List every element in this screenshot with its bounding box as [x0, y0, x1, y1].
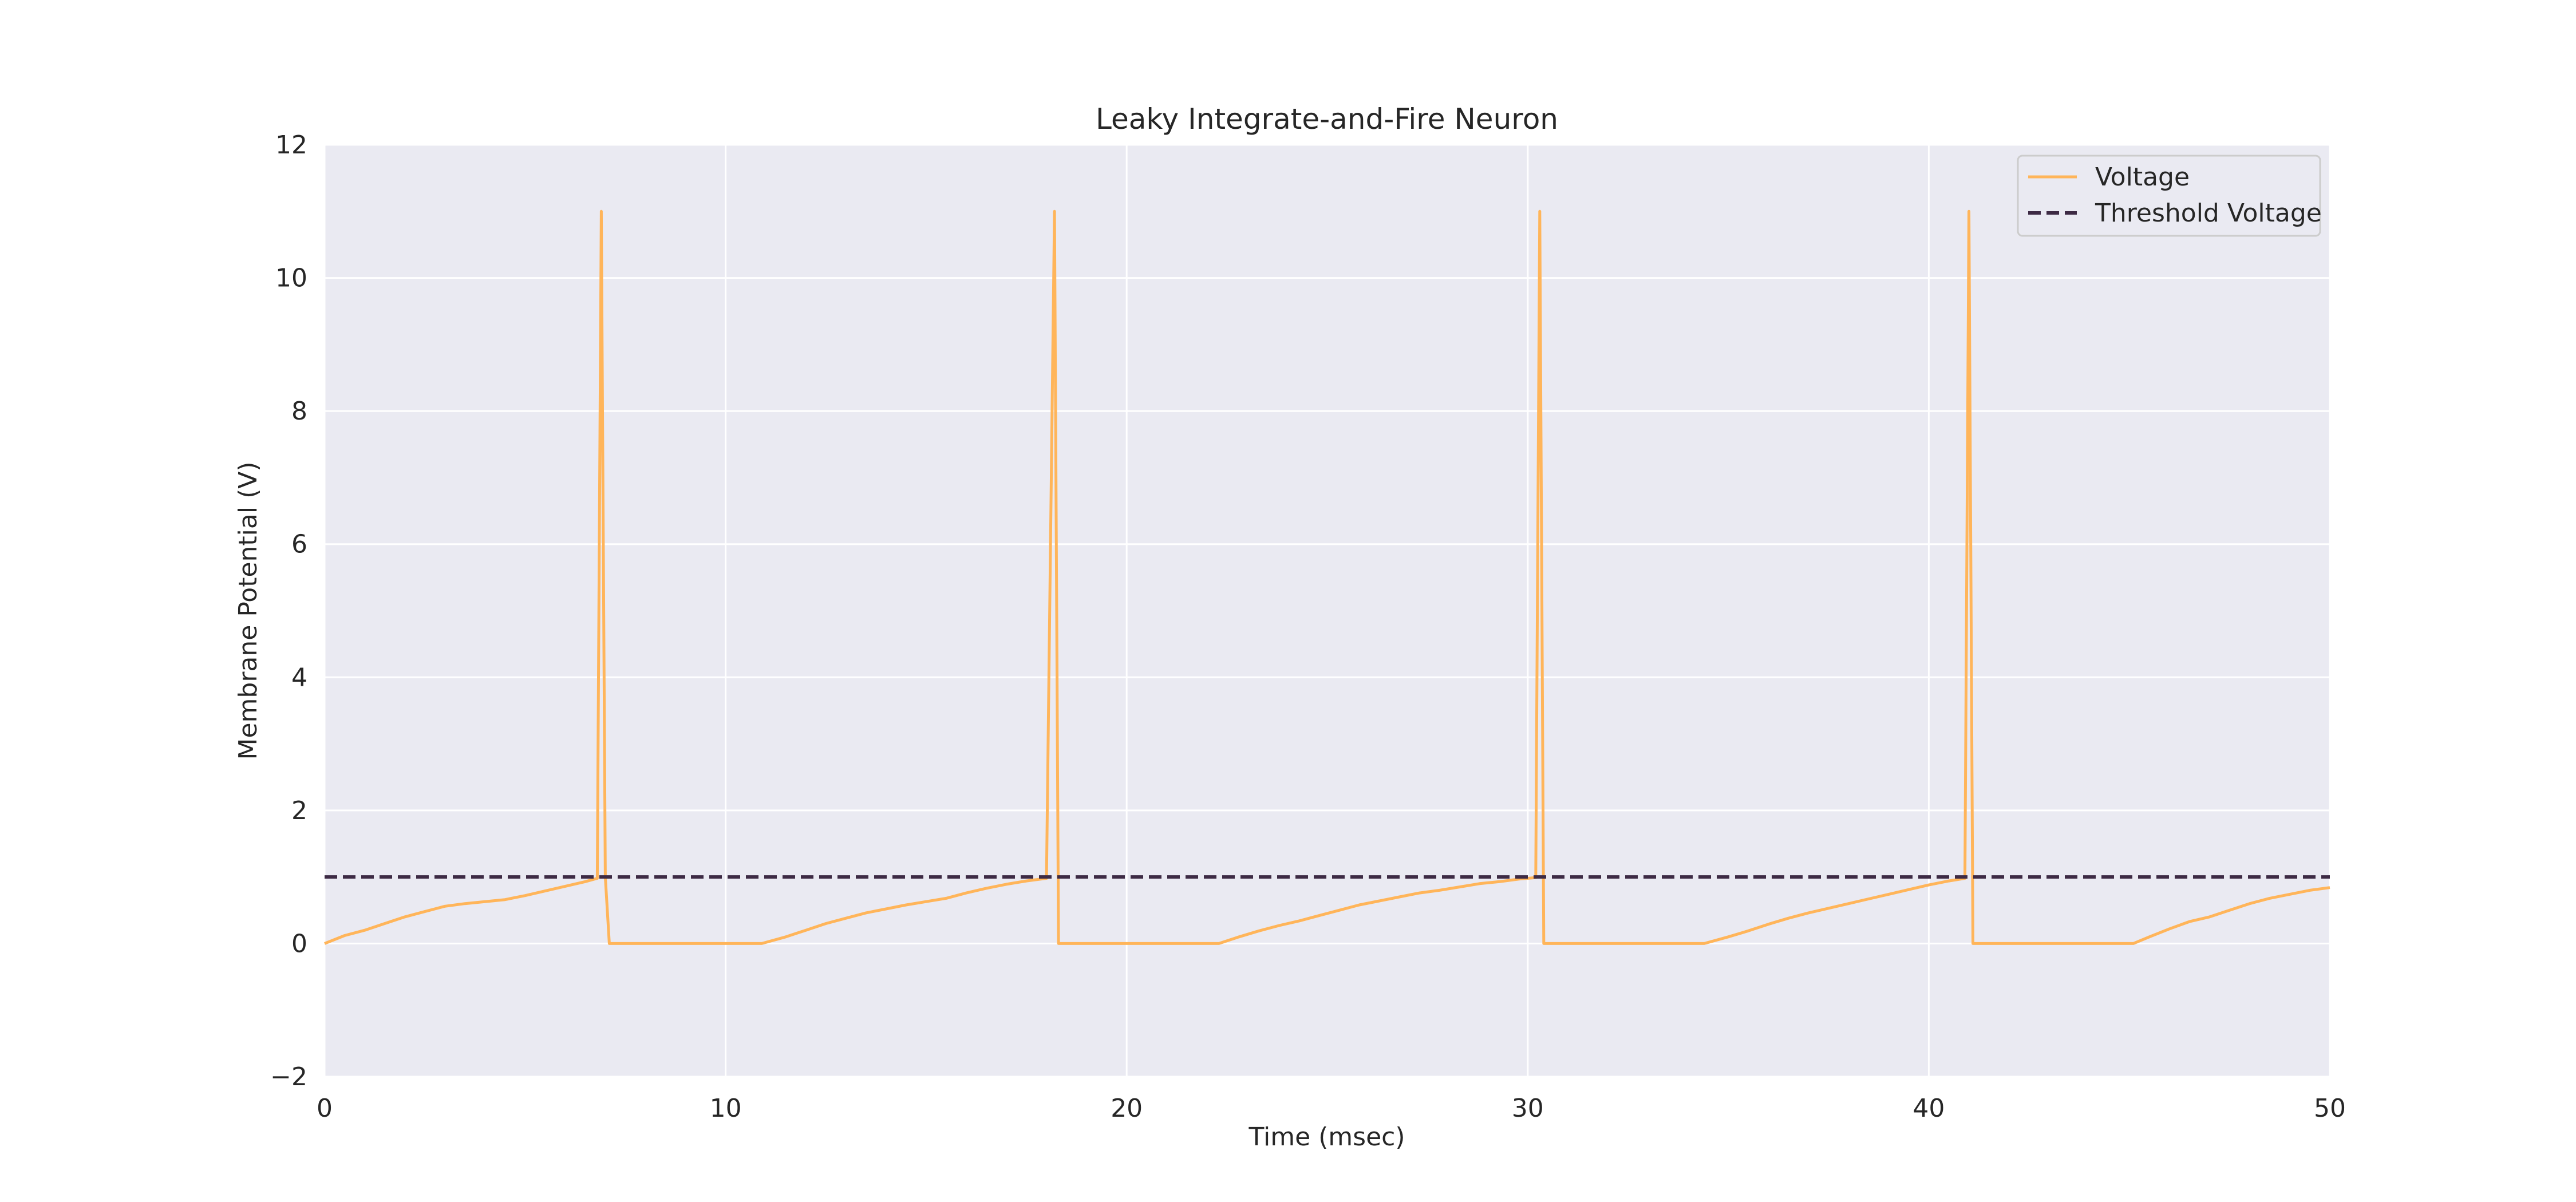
legend-box: [2017, 155, 2321, 237]
legend: Voltage Threshold Voltage: [2017, 155, 2322, 237]
x-tick-label: 20: [1111, 1094, 1143, 1123]
y-tick-label: 2: [291, 796, 307, 825]
x-tick-label: 0: [317, 1094, 333, 1123]
x-tick-label: 40: [1913, 1094, 1945, 1123]
series-layer: [324, 209, 2330, 945]
plot-area: [325, 145, 2330, 1077]
y-axis-label: Membrane Potential (V): [234, 462, 263, 760]
y-tick-label: 8: [291, 397, 307, 426]
y-tick-label: 10: [275, 264, 307, 293]
legend-label: Voltage: [2095, 163, 2190, 192]
y-tick-label: 12: [275, 131, 307, 160]
legend-label: Threshold Voltage: [2095, 199, 2322, 228]
series-line-voltage: [324, 209, 2330, 945]
x-axis: 0 10 20 30 40 50: [317, 1094, 2346, 1123]
chart-title: Leaky Integrate-and-Fire Neuron: [1096, 102, 1558, 136]
y-tick-label: −2: [270, 1062, 307, 1092]
x-axis-label: Time (msec): [1248, 1122, 1405, 1152]
y-tick-label: 6: [291, 530, 307, 559]
y-axis: −2 0 2 4 6 8 10 12: [270, 131, 307, 1092]
x-tick-label: 50: [2314, 1094, 2346, 1123]
x-tick-label: 30: [1512, 1094, 1544, 1123]
grid: [323, 144, 2331, 1078]
y-tick-label: 4: [291, 663, 307, 692]
x-tick-label: 10: [710, 1094, 742, 1123]
y-tick-label: 0: [291, 929, 307, 958]
